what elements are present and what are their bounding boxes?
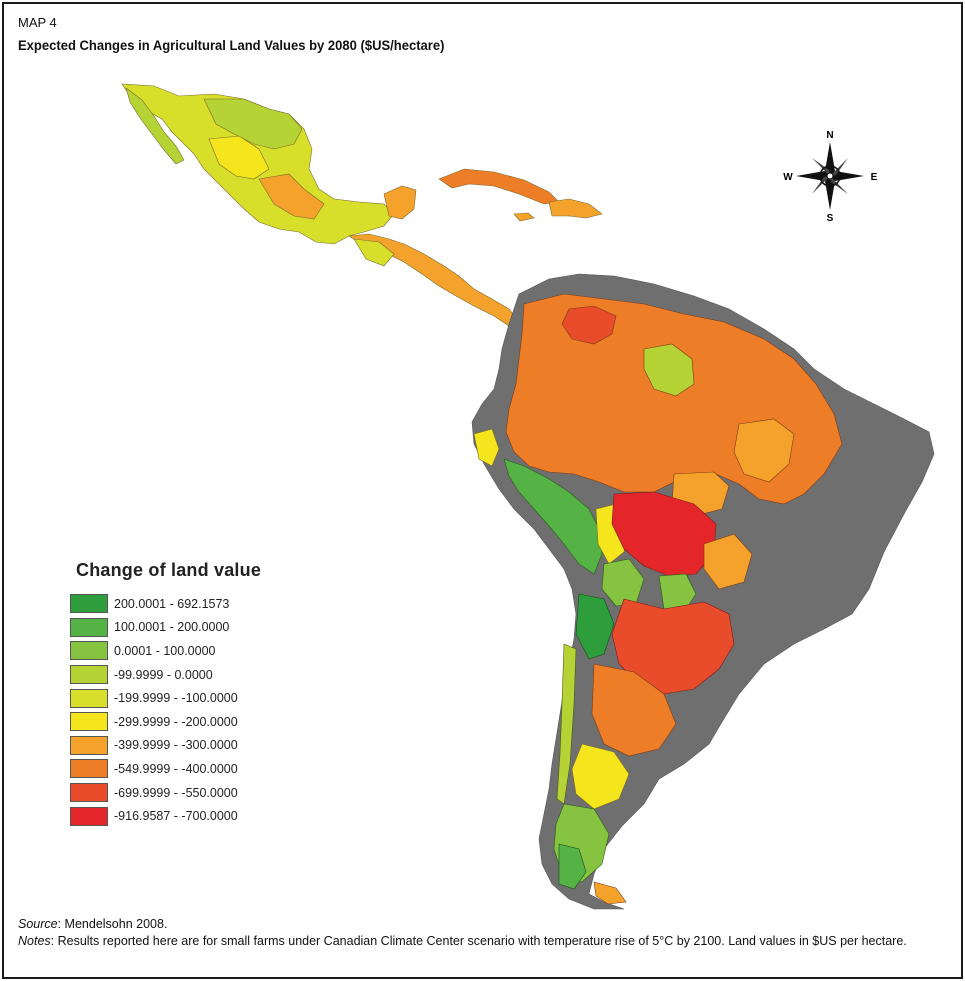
legend-label: 0.0001 - 100.0000 bbox=[114, 643, 216, 658]
map-canvas bbox=[121, 83, 935, 910]
legend-item: -199.9999 - -100.0000 bbox=[70, 686, 300, 710]
legend-swatch bbox=[70, 688, 108, 708]
compass-s: S bbox=[827, 213, 834, 224]
mexico-central-region bbox=[208, 135, 270, 180]
patagonia-deep-green-region bbox=[558, 843, 587, 890]
jamaica-region bbox=[513, 212, 535, 222]
pampas-orange-region bbox=[591, 663, 677, 757]
legend-item: 200.0001 - 692.1573 bbox=[70, 592, 300, 616]
legend-swatch bbox=[70, 617, 108, 637]
legend-list: 200.0001 - 692.1573 100.0001 - 200.0000 0.… bbox=[70, 592, 300, 828]
central-red-region bbox=[611, 491, 717, 577]
legend-label: -299.9999 - -200.0000 bbox=[114, 714, 238, 729]
mexico-south-region bbox=[258, 173, 325, 220]
coast-yellow-region bbox=[473, 428, 500, 467]
hispaniola-region bbox=[548, 198, 603, 219]
compass-e: E bbox=[871, 172, 878, 183]
legend: Change of land value 200.0001 - 692.1573… bbox=[70, 560, 300, 828]
brazil-south-orange-region bbox=[703, 533, 753, 590]
map-label: MAP 4 bbox=[18, 15, 57, 30]
andes-green-region bbox=[503, 458, 603, 575]
legend-swatch bbox=[70, 759, 108, 779]
legend-label: -916.9587 - -700.0000 bbox=[114, 809, 238, 824]
legend-swatch bbox=[70, 712, 108, 732]
guiana-green-region bbox=[643, 343, 695, 397]
paraguay-green-region bbox=[658, 573, 697, 613]
yucatan-region bbox=[383, 185, 417, 220]
legend-swatch bbox=[70, 641, 108, 661]
cuba-region bbox=[438, 168, 560, 205]
source-text: : Mendelsohn 2008. bbox=[57, 917, 168, 931]
legend-label: -199.9999 - -100.0000 bbox=[114, 691, 238, 706]
amazon-region bbox=[505, 293, 843, 505]
legend-label: 200.0001 - 692.1573 bbox=[114, 596, 230, 611]
legend-item: -916.9587 - -700.0000 bbox=[70, 804, 300, 828]
baja-region bbox=[125, 87, 185, 165]
tierra-del-fuego-region bbox=[593, 881, 627, 905]
map-title: Expected Changes in Agricultural Land Va… bbox=[18, 37, 445, 53]
legend-item: -549.9999 - -400.0000 bbox=[70, 757, 300, 781]
legend-label: -99.9999 - 0.0000 bbox=[114, 667, 213, 682]
legend-label: 100.0001 - 200.0000 bbox=[114, 620, 230, 635]
legend-swatch bbox=[70, 665, 108, 685]
legend-swatch bbox=[70, 735, 108, 755]
compass-n: N bbox=[826, 130, 833, 141]
central-america-west-region bbox=[353, 238, 395, 267]
legend-item: -99.9999 - 0.0000 bbox=[70, 663, 300, 687]
legend-item: -699.9999 - -550.0000 bbox=[70, 781, 300, 805]
north-red-region bbox=[561, 305, 617, 345]
amazon-orange-light-region bbox=[733, 418, 795, 483]
legend-title: Change of land value bbox=[76, 560, 262, 580]
compass-w: W bbox=[783, 172, 793, 183]
chile-coast-region bbox=[556, 643, 577, 805]
notes-line: Notes: Results reported here are for sma… bbox=[18, 933, 918, 950]
source-label: Source bbox=[18, 917, 58, 931]
footer: Source: Mendelsohn 2008. Notes: Results … bbox=[18, 916, 918, 949]
legend-item: -299.9999 - -200.0000 bbox=[70, 710, 300, 734]
argentina-north-green-region bbox=[575, 593, 615, 660]
legend-label: -399.9999 - -300.0000 bbox=[114, 738, 238, 753]
legend-item: 0.0001 - 100.0000 bbox=[70, 639, 300, 663]
pampas-red-region bbox=[611, 598, 735, 695]
patagonia-yellow-region bbox=[571, 743, 630, 810]
mexico-north-region bbox=[203, 98, 303, 150]
legend-swatch bbox=[70, 594, 108, 614]
legend-swatch bbox=[70, 806, 108, 826]
compass-rose-icon: N S E W bbox=[783, 130, 878, 224]
legend-item: -399.9999 - -300.0000 bbox=[70, 734, 300, 758]
source-line: Source: Mendelsohn 2008. bbox=[18, 916, 918, 933]
notes-text: : Results reported here are for small fa… bbox=[50, 933, 907, 948]
legend-label: -549.9999 - -400.0000 bbox=[114, 761, 238, 776]
legend-item: 100.0001 - 200.0000 bbox=[70, 616, 300, 640]
notes-label: Notes bbox=[18, 933, 51, 948]
legend-swatch bbox=[70, 783, 108, 803]
legend-label: -699.9999 - -550.0000 bbox=[114, 785, 238, 800]
